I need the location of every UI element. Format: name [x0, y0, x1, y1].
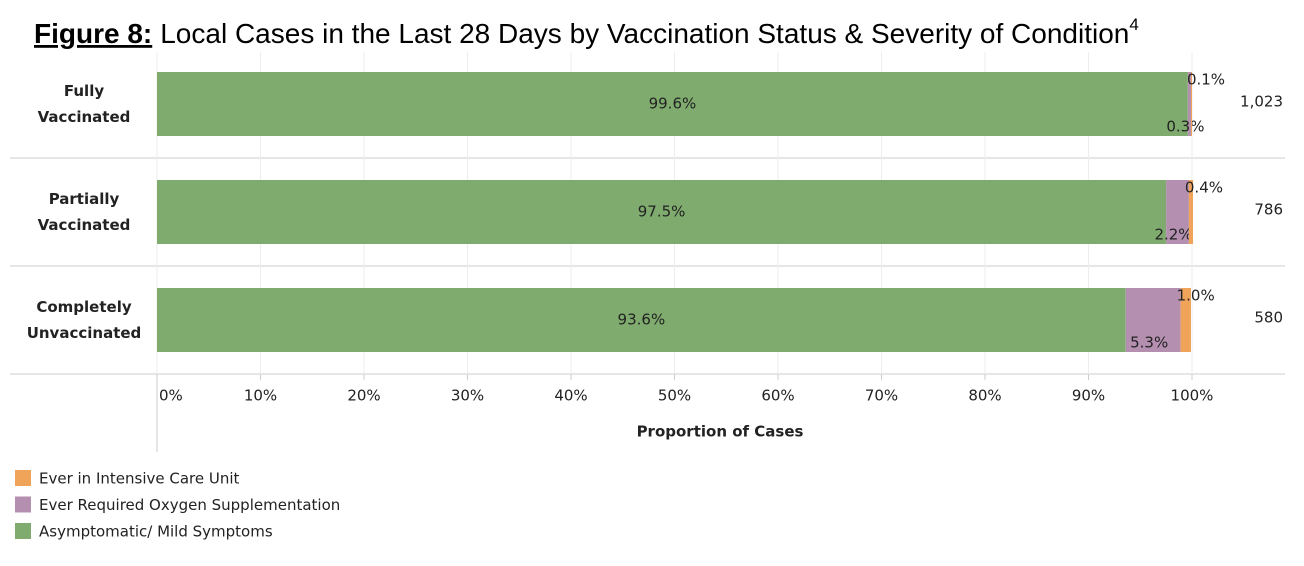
- legend-label: Asymptomatic/ Mild Symptoms: [39, 523, 273, 541]
- value-label: 97.5%: [638, 203, 686, 221]
- x-tick-label: 80%: [968, 387, 1001, 405]
- value-label: 0.1%: [1187, 71, 1225, 89]
- x-tick-label: 40%: [554, 387, 587, 405]
- x-axis-label: Proportion of Cases: [637, 423, 804, 441]
- x-tick-label: 10%: [244, 387, 277, 405]
- value-label: 0.3%: [1166, 118, 1204, 136]
- x-tick-label: 50%: [658, 387, 691, 405]
- title-note: 4: [1129, 15, 1138, 34]
- category-line: Partially: [49, 190, 120, 208]
- legend-swatch: [15, 496, 31, 513]
- total-label: 786: [1254, 201, 1283, 219]
- legend-label: Ever Required Oxygen Supplementation: [39, 496, 340, 514]
- value-label: 99.6%: [649, 95, 697, 113]
- bar-segment: [1166, 180, 1189, 244]
- legend-swatch: [15, 470, 31, 486]
- bar-segment: [1125, 288, 1181, 352]
- x-tick-label: 90%: [1072, 387, 1105, 405]
- bar-segment: [1187, 72, 1191, 136]
- category-label: Fully Vaccinated: [38, 82, 131, 126]
- value-label: 93.6%: [618, 311, 666, 329]
- category-line: Unvaccinated: [27, 324, 142, 342]
- chart-title-group: Figure 8: Local Cases in the Last 28 Days…: [34, 15, 1139, 49]
- x-tick-label: 30%: [451, 387, 484, 405]
- bar-segment: [1190, 72, 1192, 136]
- category-label: Partially Vaccinated: [38, 190, 131, 234]
- value-label: 2.2%: [1154, 226, 1192, 244]
- category-label: Completely Unvaccinated: [27, 298, 142, 342]
- total-label: 580: [1254, 309, 1283, 327]
- x-tick-label: 20%: [347, 387, 380, 405]
- figure-label: Figure 8:: [34, 18, 152, 49]
- x-tick-label: 70%: [865, 387, 898, 405]
- chart-title: Local Cases in the Last 28 Days by Vacci…: [160, 18, 1129, 49]
- category-line: Completely: [36, 298, 131, 316]
- x-tick-label: 100%: [1171, 387, 1214, 405]
- category-line: Vaccinated: [38, 108, 131, 126]
- value-label: 0.4%: [1185, 179, 1223, 197]
- bar-segment: [1188, 180, 1194, 244]
- legend-swatch: [15, 523, 31, 539]
- total-label: 1,023: [1240, 93, 1283, 111]
- x-tick-label: 0%: [159, 387, 183, 405]
- category-line: Fully: [64, 82, 104, 100]
- bar-segment: [157, 288, 1126, 352]
- bar-segment: [1180, 288, 1191, 352]
- x-tick-label: 60%: [761, 387, 794, 405]
- category-line: Vaccinated: [38, 216, 131, 234]
- legend-label: Ever in Intensive Care Unit: [39, 470, 240, 488]
- value-label: 1.0%: [1177, 287, 1215, 305]
- bar-segment: [157, 72, 1188, 136]
- bar-segment: [157, 180, 1167, 244]
- value-label: 5.3%: [1130, 334, 1168, 352]
